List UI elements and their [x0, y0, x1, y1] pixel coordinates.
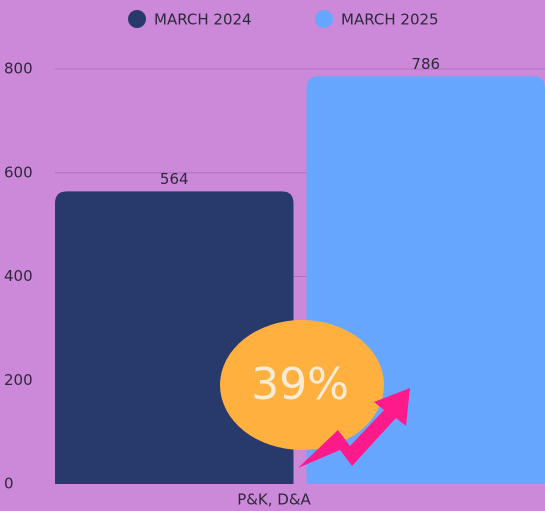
legend-label: MARCH 2024: [154, 11, 252, 29]
y-tick-label: 400: [4, 267, 33, 285]
value-label: 564: [160, 170, 189, 188]
legend-swatch: [315, 10, 333, 28]
legend-label: MARCH 2025: [341, 11, 439, 29]
annotation-group: 39%: [220, 320, 410, 468]
y-tick-label: 200: [4, 371, 33, 389]
trend-arrow: [298, 388, 410, 468]
legend-swatch: [128, 10, 146, 28]
y-tick-label: 0: [4, 475, 14, 493]
annotation-bubble: [220, 320, 384, 450]
annotation-text: 39%: [251, 359, 349, 410]
y-tick-label: 800: [4, 60, 33, 78]
y-tick-label: 600: [4, 163, 33, 181]
value-label: 786: [411, 55, 440, 73]
x-tick-label: P&K, D&A: [237, 491, 311, 509]
